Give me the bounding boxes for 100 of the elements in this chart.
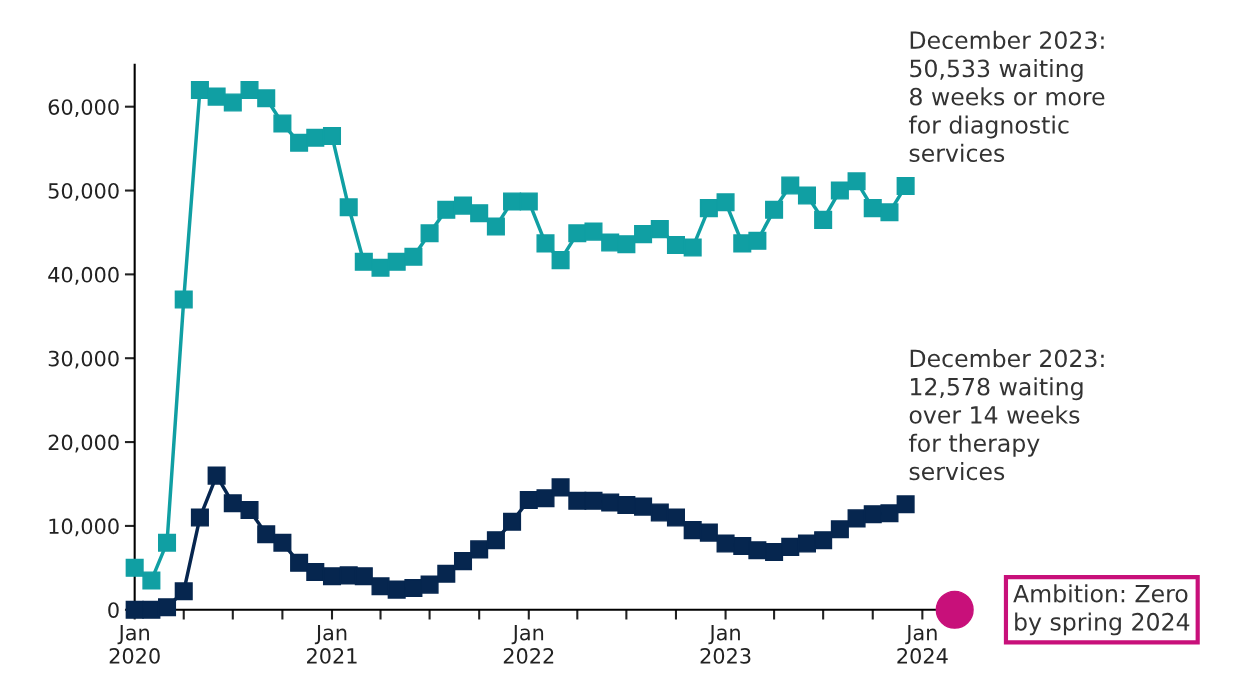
point bbox=[503, 512, 522, 531]
y-tick-label: 20,000 bbox=[48, 434, 119, 453]
point bbox=[666, 508, 685, 527]
point bbox=[699, 199, 718, 218]
point bbox=[797, 186, 817, 205]
x-tick-label: Jan 2021 bbox=[307, 624, 357, 664]
point bbox=[748, 231, 767, 250]
y-tick-label: 0 bbox=[108, 602, 119, 618]
point bbox=[453, 552, 473, 571]
point bbox=[420, 224, 439, 243]
point bbox=[683, 238, 702, 257]
point bbox=[601, 493, 620, 512]
annotation: December 2023: 12,578 waiting over 14 weeks for therapy services bbox=[908, 349, 1104, 481]
point bbox=[470, 204, 489, 223]
y-tick-label: 50,000 bbox=[48, 182, 119, 201]
point bbox=[847, 172, 866, 191]
point bbox=[290, 553, 309, 572]
point bbox=[420, 575, 439, 594]
x-tick-label: Jan 2023 bbox=[700, 624, 751, 664]
point bbox=[650, 503, 669, 522]
point bbox=[453, 196, 473, 215]
point bbox=[536, 489, 555, 508]
point bbox=[536, 234, 555, 253]
point bbox=[584, 491, 603, 510]
point bbox=[273, 533, 292, 552]
point bbox=[503, 192, 522, 211]
point bbox=[437, 564, 456, 583]
point bbox=[814, 210, 833, 229]
point bbox=[125, 558, 144, 577]
point bbox=[306, 128, 325, 147]
point bbox=[486, 531, 505, 550]
point bbox=[142, 571, 161, 590]
point bbox=[551, 478, 570, 497]
point bbox=[371, 258, 390, 277]
point bbox=[339, 198, 358, 217]
annotation: Ambition: Zero by spring 2024 bbox=[1013, 584, 1190, 636]
point bbox=[190, 80, 209, 99]
point bbox=[814, 531, 833, 550]
point bbox=[437, 200, 456, 219]
point bbox=[863, 199, 882, 218]
point bbox=[404, 578, 423, 597]
point bbox=[470, 540, 489, 559]
point bbox=[519, 192, 538, 211]
point bbox=[601, 233, 620, 252]
x-tick-label: Jan 2020 bbox=[109, 624, 160, 664]
point bbox=[207, 87, 226, 106]
point bbox=[354, 252, 373, 271]
point bbox=[257, 525, 276, 544]
point bbox=[650, 220, 669, 239]
point bbox=[387, 580, 406, 599]
point bbox=[880, 203, 899, 222]
point bbox=[781, 176, 800, 195]
point bbox=[748, 541, 767, 560]
annotation: December 2023: 50,533 waiting 8 weeks or more for diagnostic services bbox=[908, 30, 1105, 163]
point bbox=[896, 177, 915, 196]
point bbox=[830, 181, 849, 200]
point bbox=[699, 523, 718, 542]
point bbox=[617, 235, 636, 254]
point bbox=[765, 200, 784, 219]
point bbox=[387, 252, 406, 271]
point bbox=[322, 567, 342, 586]
point bbox=[223, 494, 242, 513]
point bbox=[666, 236, 685, 255]
y-tick-label: 10,000 bbox=[49, 518, 119, 537]
point bbox=[847, 509, 866, 528]
x-tick-label: Jan 2024 bbox=[897, 624, 948, 664]
point bbox=[354, 567, 373, 586]
point bbox=[551, 251, 570, 270]
y-tick-label: 30,000 bbox=[48, 350, 119, 369]
point bbox=[634, 225, 653, 244]
point bbox=[190, 508, 209, 527]
point bbox=[157, 533, 177, 552]
point bbox=[273, 114, 292, 133]
point bbox=[306, 563, 325, 582]
point bbox=[322, 127, 342, 146]
point bbox=[716, 534, 735, 553]
point bbox=[797, 534, 817, 553]
point bbox=[716, 193, 735, 212]
point bbox=[240, 500, 259, 520]
point bbox=[863, 505, 882, 524]
point bbox=[765, 542, 784, 561]
point bbox=[519, 490, 538, 509]
point bbox=[257, 89, 276, 108]
point bbox=[290, 133, 309, 152]
point bbox=[240, 80, 259, 99]
point bbox=[486, 217, 505, 236]
point bbox=[157, 598, 177, 617]
y-tick-label: 40,000 bbox=[48, 266, 119, 285]
point bbox=[568, 224, 587, 243]
point bbox=[174, 582, 193, 601]
point bbox=[880, 504, 899, 523]
x-tick-label: Jan 2022 bbox=[503, 624, 554, 664]
point bbox=[781, 537, 800, 556]
point bbox=[371, 577, 390, 596]
point bbox=[404, 247, 423, 266]
point bbox=[634, 497, 653, 516]
point bbox=[223, 93, 242, 112]
point bbox=[207, 466, 226, 485]
y-tick-label: 60,000 bbox=[48, 99, 119, 118]
point bbox=[896, 495, 915, 514]
